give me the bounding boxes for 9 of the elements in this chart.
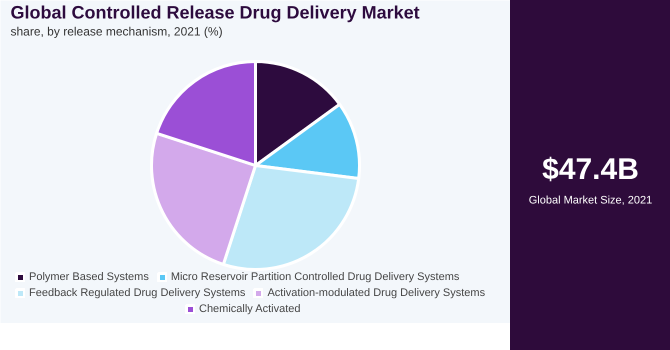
text: $47.4B [542,153,639,186]
legend-label: Micro Reservoir Partition Controlled Drug Delivery Systems [170,271,460,283]
chart-title: Global Controlled Release Drug Delivery Market [10,2,420,22]
legend-label: Feedback Regulated Drug Delivery Systems [29,287,246,299]
legend-label: Polymer Based Systems [29,271,149,283]
chart-subtitle: share, by release mechanism, 2021 (%) [10,24,223,38]
legend-label: Activation-modulated Drug Delivery Systems [267,287,486,299]
legend-label: Chemically Activated [199,303,300,315]
text: Global Market Size, 2021 [528,194,652,207]
